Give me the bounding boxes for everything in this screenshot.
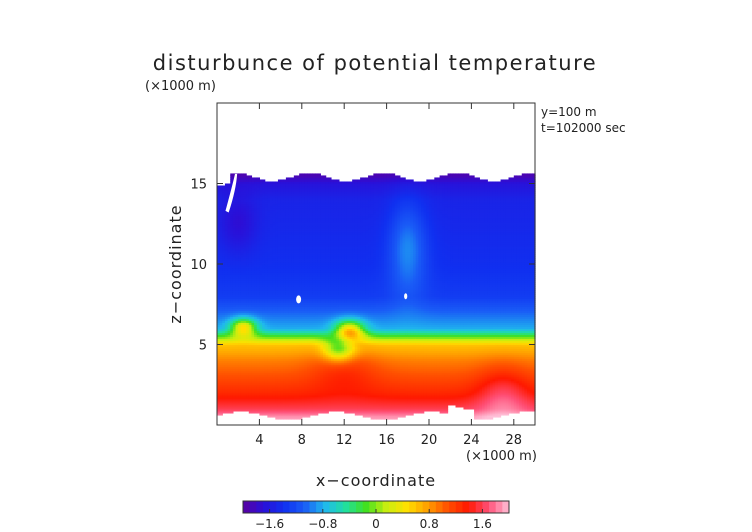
colorbar-segment — [449, 501, 457, 513]
colorbar-segment — [442, 501, 450, 513]
colorbar-segment — [402, 501, 410, 513]
colorbar-segment — [435, 501, 443, 513]
colorbar-tick-label: 0.8 — [420, 517, 439, 531]
colorbar-segment — [395, 501, 403, 513]
colorbar-segment — [475, 501, 483, 513]
colorbar-segment — [495, 501, 503, 513]
colorbar-segment — [309, 501, 317, 513]
colorbar-segment — [342, 501, 350, 513]
colorbar-segment — [369, 501, 377, 513]
y-tick-label: 5 — [199, 339, 207, 354]
y-unit-label: (×1000 m) — [145, 79, 216, 94]
colorbar-segment — [409, 501, 417, 513]
colorbar-segment — [316, 501, 324, 513]
colorbar-segment — [269, 501, 277, 513]
colorbar-segment — [262, 501, 270, 513]
colorbar-segment — [302, 501, 310, 513]
colorbar-segment — [382, 501, 390, 513]
colorbar-tick-label: −1.6 — [255, 517, 284, 531]
x-tick-label: 8 — [298, 433, 306, 448]
colorbar-tick-label: 1.6 — [473, 517, 492, 531]
x-tick-label: 24 — [463, 433, 480, 448]
y-axis-ticks: 5 10 15 — [190, 178, 535, 354]
colorbar-segment — [349, 501, 357, 513]
x-tick-label: 28 — [506, 433, 523, 448]
x-tick-label: 12 — [336, 433, 353, 448]
x-tick-label: 20 — [421, 433, 438, 448]
chart-title: disturbunce of potential temperature — [153, 51, 597, 75]
colorbar-segment — [455, 501, 463, 513]
y-tick-label: 15 — [190, 178, 207, 193]
colorbar-segment — [362, 501, 370, 513]
x-tick-label: 4 — [255, 433, 263, 448]
colorbar-segment — [489, 501, 497, 513]
colorbar-segment — [336, 501, 344, 513]
colorbar-segment — [376, 501, 384, 513]
x-axis-label: x−coordinate — [316, 471, 436, 490]
x-tick-label: 16 — [378, 433, 395, 448]
colorbar-tick-label: −0.8 — [308, 517, 337, 531]
colorbar-segment — [282, 501, 290, 513]
colorbar-segment — [249, 501, 257, 513]
colorbar-segment — [296, 501, 304, 513]
x-unit-label: (×1000 m) — [466, 449, 537, 464]
colorbar-segment — [329, 501, 337, 513]
colorbar-segment — [322, 501, 330, 513]
colorbar-segment — [389, 501, 397, 513]
y-axis-label: z−coordinate — [166, 204, 185, 323]
colorbar-segment — [243, 501, 251, 513]
colorbar-segment — [502, 501, 510, 513]
colorbar-segment — [422, 501, 430, 513]
x-axis-ticks: 4 8 12 16 20 24 28 — [255, 103, 522, 448]
colorbar-segment — [469, 501, 477, 513]
annotation-time: t=102000 sec — [541, 121, 626, 135]
colorbar-segment — [429, 501, 437, 513]
colorbar-segment — [289, 501, 297, 513]
colorbar-segment — [415, 501, 423, 513]
colorbar-segment — [256, 501, 264, 513]
colorbar-segment — [482, 501, 490, 513]
colorbar: −1.6 −0.8 0 0.8 1.6 — [242, 500, 510, 531]
y-tick-label: 10 — [190, 258, 207, 273]
plot-area — [217, 173, 536, 420]
annotation-y: y=100 m — [541, 105, 597, 119]
colorbar-segment — [276, 501, 284, 513]
colorbar-segment — [462, 501, 470, 513]
colorbar-segment — [356, 501, 364, 513]
colorbar-tick-label: 0 — [372, 517, 380, 531]
